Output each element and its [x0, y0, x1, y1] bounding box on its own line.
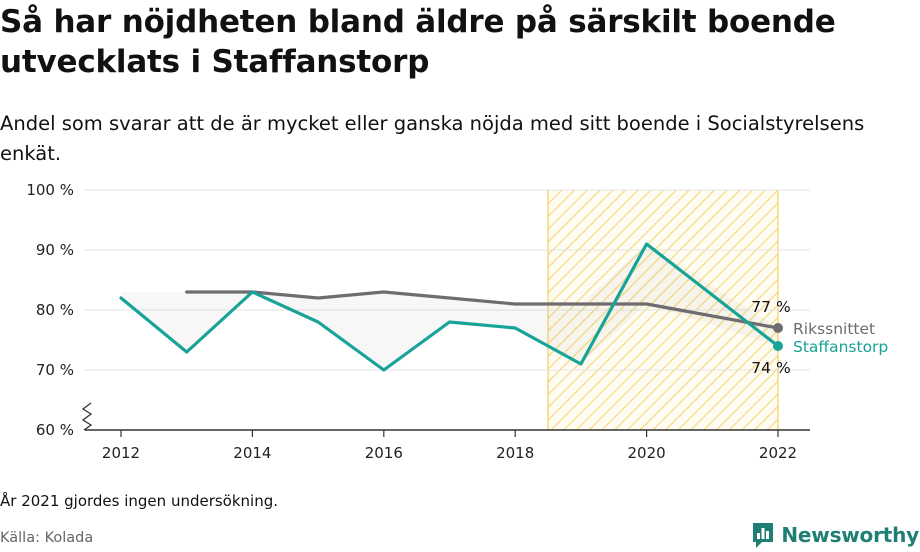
- series-line-staffanstorp: [119, 242, 780, 372]
- y-tick-label: 80 %: [36, 301, 74, 319]
- series-end-marker: [773, 323, 783, 333]
- footnote: År 2021 gjordes ingen undersökning.: [0, 492, 279, 510]
- axis-break-symbol: [81, 402, 93, 431]
- series-value-label: 74 %: [751, 359, 790, 377]
- series-end-marker: [773, 341, 783, 351]
- line-chart: 60 % 70 % 80 % 90 % 100 % 2012 2014 2016 2018 20…: [26, 181, 888, 462]
- series-line-rikssnittet: [185, 290, 780, 330]
- x-tick-label: 2016: [365, 444, 403, 462]
- series-name-label: Staffanstorp: [793, 338, 888, 356]
- series-value-label: 77 %: [751, 298, 790, 316]
- x-tick-label: 2014: [233, 444, 271, 462]
- x-tick-label: 2022: [759, 444, 797, 462]
- newsworthy-logo-icon: [753, 523, 774, 548]
- y-tick-label: 100 %: [26, 181, 74, 199]
- brand-name: Newsworthy: [781, 523, 919, 547]
- series-name-label: Rikssnittet: [793, 320, 875, 338]
- x-tick-label: 2018: [496, 444, 534, 462]
- chart-subtitle: Andel som svarar att de är mycket eller …: [0, 112, 865, 165]
- chart-title: Så har nöjdheten bland äldre på särskilt…: [0, 4, 836, 80]
- x-tick-label: 2012: [102, 444, 140, 462]
- y-tick-label: 60 %: [36, 421, 74, 439]
- difference-area: [121, 244, 778, 370]
- newsworthy-logo: Newsworthy: [751, 520, 919, 550]
- y-tick-label: 70 %: [36, 361, 74, 379]
- y-tick-label: 90 %: [36, 241, 74, 259]
- x-tick-label: 2020: [628, 444, 666, 462]
- source-note: Källa: Kolada: [0, 530, 94, 546]
